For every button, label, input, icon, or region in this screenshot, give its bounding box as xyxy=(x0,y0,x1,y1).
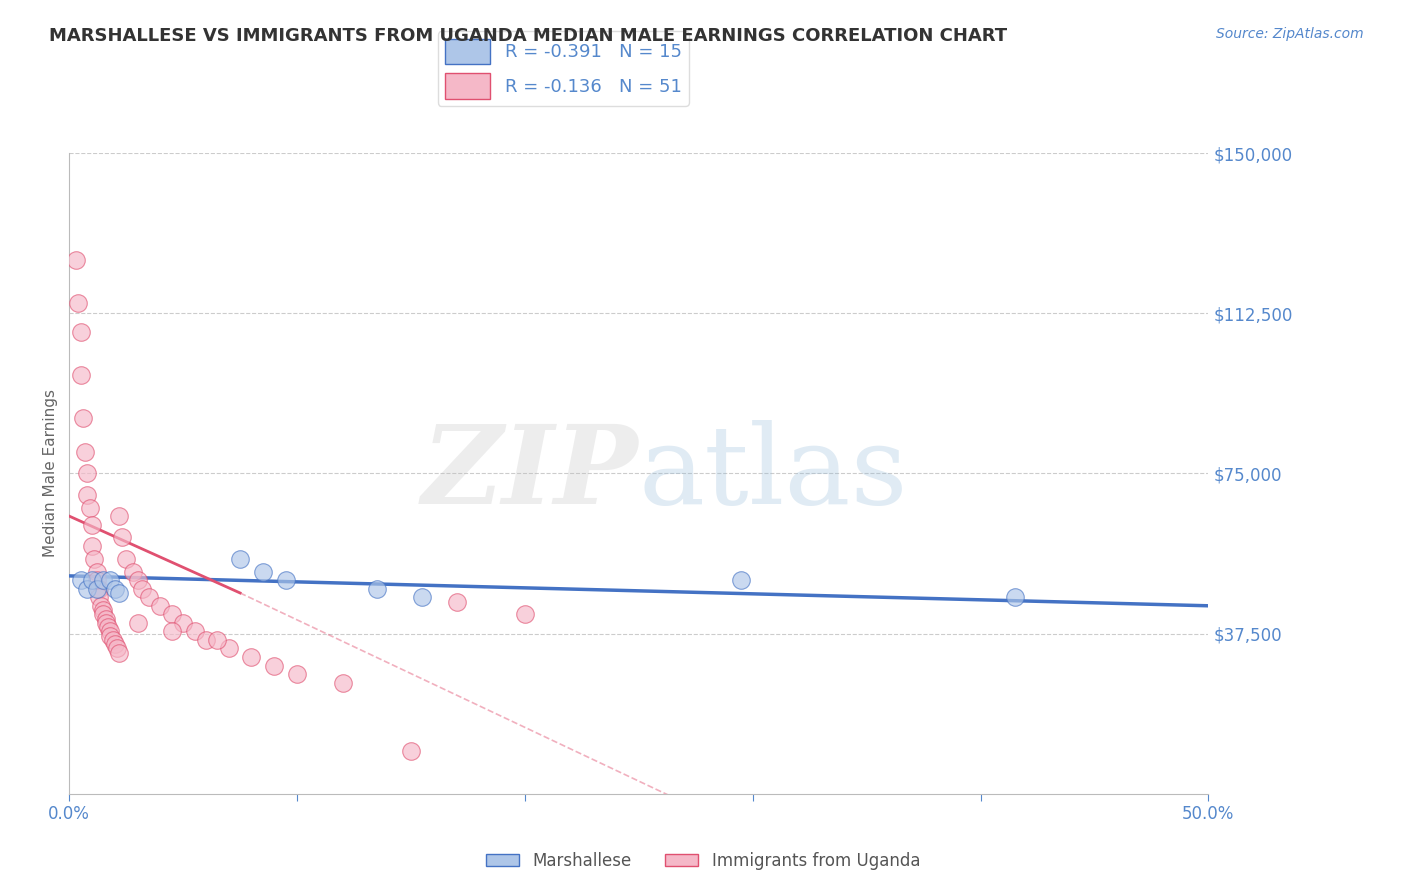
Point xyxy=(69,368,91,383)
Text: MARSHALLESE VS IMMIGRANTS FROM UGANDA MEDIAN MALE EARNINGS CORRELATION CHART: MARSHALLESE VS IMMIGRANTS FROM UGANDA ME… xyxy=(49,27,1007,45)
Point xyxy=(104,582,127,596)
Point xyxy=(285,667,308,681)
Point xyxy=(69,326,91,340)
Point xyxy=(67,295,90,310)
Point xyxy=(98,573,121,587)
Point xyxy=(332,675,354,690)
Legend: R = -0.391   N = 15, R = -0.136   N = 51: R = -0.391 N = 15, R = -0.136 N = 51 xyxy=(437,31,689,106)
Point xyxy=(83,551,105,566)
Legend: Marshallese, Immigrants from Uganda: Marshallese, Immigrants from Uganda xyxy=(479,846,927,877)
Point xyxy=(1004,591,1026,605)
Point xyxy=(76,582,98,596)
Point xyxy=(274,573,297,587)
Point xyxy=(108,509,131,524)
Point xyxy=(105,641,128,656)
Point xyxy=(240,650,263,665)
Point xyxy=(87,591,110,605)
Text: Source: ZipAtlas.com: Source: ZipAtlas.com xyxy=(1216,27,1364,41)
Point xyxy=(101,632,124,647)
Point xyxy=(79,500,101,515)
Point xyxy=(207,632,229,647)
Point xyxy=(86,582,108,596)
Point xyxy=(76,467,98,481)
Point xyxy=(98,624,121,639)
Point xyxy=(86,565,108,579)
Point xyxy=(252,565,274,579)
Point xyxy=(131,582,153,596)
Point xyxy=(80,573,103,587)
Point xyxy=(122,565,145,579)
Point xyxy=(149,599,172,613)
Point xyxy=(160,624,183,639)
Point xyxy=(72,410,94,425)
Point xyxy=(75,445,97,459)
Point xyxy=(65,252,87,267)
Point xyxy=(93,603,115,617)
Point xyxy=(366,582,388,596)
Point xyxy=(138,591,160,605)
Point xyxy=(90,599,112,613)
Point xyxy=(111,531,134,545)
Point xyxy=(93,573,115,587)
Point xyxy=(218,641,240,656)
Text: atlas: atlas xyxy=(638,420,908,527)
Point xyxy=(108,586,131,600)
Point xyxy=(183,624,205,639)
Point xyxy=(194,632,217,647)
Point xyxy=(108,646,131,660)
Point xyxy=(69,573,91,587)
Point xyxy=(80,539,103,553)
Point xyxy=(94,615,117,630)
Point xyxy=(513,607,536,622)
Point xyxy=(446,594,468,608)
Point xyxy=(104,637,127,651)
Point xyxy=(94,611,117,625)
Point xyxy=(98,629,121,643)
Point xyxy=(127,615,149,630)
Point xyxy=(263,658,285,673)
Point xyxy=(76,488,98,502)
Text: ZIP: ZIP xyxy=(422,419,638,527)
Point xyxy=(127,573,149,587)
Point xyxy=(80,517,103,532)
Point xyxy=(97,620,120,634)
Point xyxy=(172,615,194,630)
Point xyxy=(399,744,422,758)
Point xyxy=(93,607,115,622)
Point xyxy=(229,551,252,566)
Y-axis label: Median Male Earnings: Median Male Earnings xyxy=(44,390,58,558)
Point xyxy=(86,573,108,587)
Point xyxy=(730,573,752,587)
Point xyxy=(87,582,110,596)
Point xyxy=(411,591,433,605)
Point xyxy=(115,551,138,566)
Point xyxy=(160,607,183,622)
